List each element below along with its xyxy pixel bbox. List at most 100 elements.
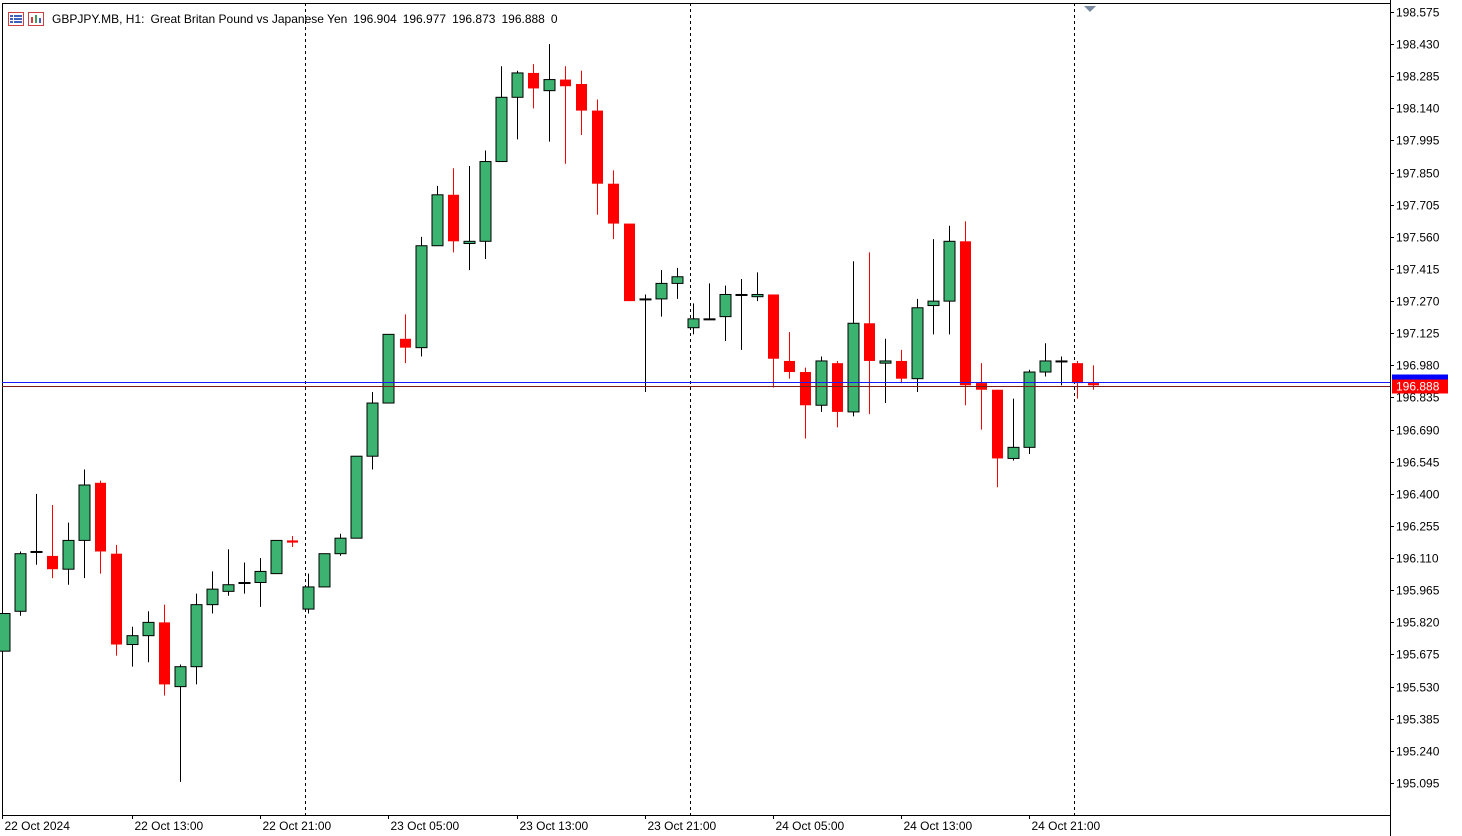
chart-window-icon[interactable] [28,12,44,26]
candle-bull [655,282,668,300]
bar-list-icon[interactable] [8,12,24,26]
high-value: 196.977 [402,12,447,26]
candle-bull [1055,360,1068,363]
candle-bear [448,194,459,242]
candle-bull [735,293,748,296]
open-value: 196.904 [353,12,397,26]
candle-bear [800,372,811,406]
y-tick-label: 196.110 [1396,552,1439,566]
candle-bull [1007,446,1020,459]
candle-bull [222,584,235,592]
y-tick-label: 197.415 [1396,263,1440,277]
x-tick-label: 22 Oct 21:00 [263,819,332,833]
chart-shift-icon[interactable] [1084,6,1096,12]
candle-bear [896,360,907,379]
candle-bull [751,293,764,298]
candle-bull [238,581,251,584]
candle-bull [431,194,444,247]
candle-bull [14,553,27,612]
current-price-badge [1392,379,1448,394]
x-tick-label: 23 Oct 13:00 [520,819,589,833]
symbol-description: Great Britan Pound vs Japanese Yen [150,12,348,26]
y-tick-label: 196.690 [1396,424,1440,438]
y-tick-label: 196.545 [1396,456,1440,470]
candle-bear [784,360,795,373]
candle-bear [864,323,875,361]
candle-bull [126,635,139,646]
candle-bull [302,586,315,610]
y-tick-label: 195.965 [1396,584,1440,598]
candle-bull [943,240,956,302]
symbol-label: GBPJPY.MB, H1: [52,12,145,26]
candle-bear [111,553,122,645]
candle-bear [608,183,619,224]
candle-bear [287,540,298,543]
candle-bull [879,360,892,364]
candle-bull [78,484,91,541]
volume-value: 0 [550,12,558,26]
candle-bear [47,555,58,570]
candle-bear [592,110,603,184]
y-tick-label: 196.980 [1396,359,1440,373]
y-tick-label: 195.530 [1396,681,1440,695]
candle-bear [992,389,1003,459]
candle-bull [847,322,860,413]
x-tick-label: 23 Oct 05:00 [391,819,460,833]
candle-bull [719,293,732,318]
candle-bear [528,72,539,89]
y-tick-label: 196.400 [1396,488,1440,502]
candle-bull [382,333,395,404]
candle-bull [350,455,363,539]
y-tick-label: 195.820 [1396,616,1440,630]
y-tick-label: 198.140 [1396,102,1440,116]
candle-bull [495,96,508,163]
candle-bull [318,553,331,588]
candle-bear [95,482,106,552]
candle-bull [415,245,428,349]
candle-bear [400,338,411,348]
candle-bull [334,537,347,555]
candle-bull [927,300,940,307]
candle-bear [624,223,635,302]
low-value: 196.873 [452,12,496,26]
candle-bull [687,318,700,329]
y-tick-label: 197.995 [1396,134,1440,148]
candle-bull [254,570,267,583]
y-tick-label: 196.835 [1396,391,1440,405]
y-tick-label: 197.850 [1396,167,1440,181]
candle-bear [159,622,170,685]
x-tick-label: 24 Oct 21:00 [1032,819,1101,833]
bid-price-badge [1392,374,1448,383]
y-tick-label: 195.385 [1396,713,1440,727]
candle-bull [206,588,219,606]
candle-bull [511,72,524,98]
candle-bull [366,402,379,457]
candle-bull [639,298,652,301]
x-tick-label: 22 Oct 13:00 [135,819,204,833]
candle-bull [671,276,684,284]
candle-bear [832,363,843,412]
candle-bull [30,550,43,553]
chart-header: GBPJPY.MB, H1: Great Britan Pound vs Jap… [8,11,558,27]
current-price-label: 196.888 [1396,380,1440,394]
candle-bull [463,240,476,245]
plot-area [2,3,1391,816]
candle-bear [560,79,571,87]
y-tick-label: 197.270 [1396,295,1440,309]
candle-bull [815,360,828,406]
y-tick-label: 196.255 [1396,520,1440,534]
y-tick-label: 197.705 [1396,199,1440,213]
candle-bull [911,307,924,380]
candle-bull [479,161,492,242]
candle-bull [543,79,556,92]
close-value: 196.888 [501,12,545,26]
y-tick-label: 198.575 [1396,6,1440,20]
y-tick-label: 195.675 [1396,648,1440,662]
candle-bull [270,539,283,575]
candle-bear [1088,383,1099,386]
x-tick-label: 24 Oct 05:00 [776,819,845,833]
x-tick-label: 22 Oct 2024 [5,819,71,833]
candle-bull [0,613,11,652]
x-tick-label: 23 Oct 21:00 [648,819,717,833]
